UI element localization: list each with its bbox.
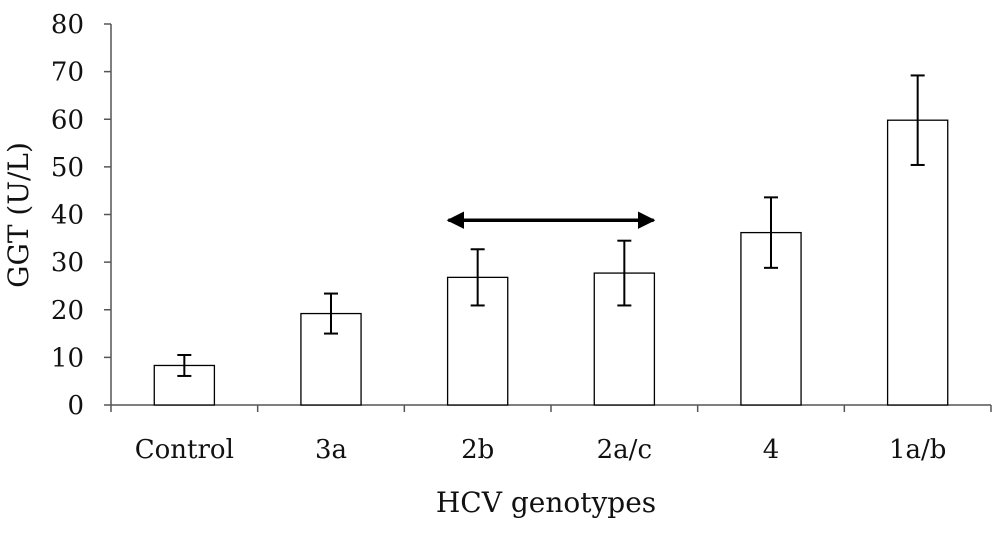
bar-1a-b [886,119,949,406]
y-tick-label: 80 [51,10,84,40]
x-tick-label: 2b [461,435,494,465]
y-tick-label: 20 [51,296,84,326]
y-tick-label: 50 [51,153,84,183]
y-tick-label: 60 [51,105,84,135]
error-bars [177,74,925,377]
x-tick-label: Control [135,435,234,465]
x-tick-label: 2a/c [597,435,652,465]
x-tick-label: 1a/b [889,435,946,465]
y-axis-title: GGT (U/L) [2,142,35,288]
y-tick-label: 0 [67,391,84,421]
x-tick-label: 3a [315,435,347,465]
y-tick-label: 10 [51,343,84,373]
y-ticks: 0 10 20 30 40 50 60 70 80 [51,10,111,421]
y-tick-label: 70 [51,58,84,88]
x-tick-label: 4 [763,435,780,465]
y-tick-label: 30 [51,248,84,278]
bars [153,119,949,406]
y-tick-label: 40 [51,201,84,231]
x-axis-title: HCV genotypes [436,486,656,519]
x-ticks: Control 3a 2b 2a/c 4 1a/b [110,405,992,465]
